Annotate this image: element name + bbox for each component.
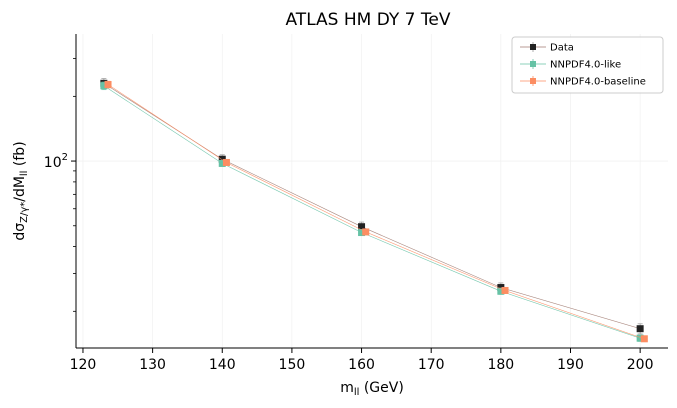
- legend-marker: [530, 61, 536, 67]
- x-axis-label: mll (GeV): [340, 380, 404, 398]
- data-point: [501, 286, 509, 294]
- legend-label: NNPDF4.0-like: [550, 60, 621, 71]
- legend-label: NNPDF4.0-baseline: [550, 77, 646, 88]
- y-tick-label: 102: [44, 152, 68, 171]
- x-tick-label: 140: [209, 357, 236, 373]
- grid-layer: [76, 34, 668, 348]
- x-ticks: 120 130 140 150 160 170 180 190 200: [70, 348, 654, 373]
- x-axis-label-unit: (GeV): [359, 380, 403, 396]
- series-NNPDF4.0-like: [100, 81, 644, 342]
- series-Data: [100, 78, 644, 335]
- legend-entry: NNPDF4.0-like: [520, 59, 621, 71]
- series-line: [103, 85, 641, 339]
- series-NNPDF4.0-baseline: [104, 80, 648, 343]
- axes-layer: [75, 34, 668, 349]
- x-tick-label: 150: [279, 357, 306, 373]
- data-point: [497, 284, 505, 292]
- x-tick-label: 120: [70, 357, 97, 373]
- legend-label: Data: [550, 43, 574, 54]
- data-point: [358, 223, 366, 231]
- series-line: [103, 83, 641, 329]
- data-point: [362, 228, 370, 236]
- data-point: [636, 334, 644, 342]
- x-tick-label: 180: [487, 357, 514, 373]
- series-layer: [100, 78, 648, 343]
- legend-marker: [530, 78, 536, 84]
- chart-title: ATLAS HM DY 7 TeV: [286, 10, 451, 30]
- data-point: [636, 325, 644, 333]
- legend-marker: [530, 44, 536, 50]
- data-point: [222, 158, 230, 166]
- y-axis-label-unit: (fb): [12, 141, 28, 170]
- data-point: [640, 335, 648, 343]
- legend-entry: Data: [520, 42, 574, 54]
- legend-entry: NNPDF4.0-baseline: [520, 76, 646, 88]
- x-tick-label: 170: [418, 357, 445, 373]
- data-point: [358, 229, 366, 237]
- y-axis-label-sub2: ll: [19, 171, 30, 177]
- series-line: [107, 84, 645, 340]
- x-axis-label-main: m: [340, 380, 354, 396]
- data-point: [497, 287, 505, 295]
- data-point: [218, 155, 226, 163]
- data-point: [218, 159, 226, 167]
- y-axis-label: dσZ/γ*/dMll (fb): [12, 141, 30, 240]
- x-tick-label: 200: [627, 357, 654, 373]
- y-axis-label-main: dσ: [12, 223, 28, 241]
- x-tick-label: 130: [139, 357, 166, 373]
- data-point: [100, 82, 108, 90]
- legend-box: [511, 36, 664, 94]
- legend: Data NNPDF4.0-like NNPDF4.0-baseline: [511, 36, 664, 94]
- data-point: [104, 81, 112, 89]
- x-axis-label-sub: ll: [354, 387, 360, 398]
- x-tick-label: 190: [557, 357, 584, 373]
- y-axis-label-mid: /dM: [12, 176, 28, 202]
- x-tick-label: 160: [348, 357, 375, 373]
- y-axis-label-sub1: Z/γ*: [19, 202, 30, 223]
- y-ticks: 102: [44, 58, 76, 312]
